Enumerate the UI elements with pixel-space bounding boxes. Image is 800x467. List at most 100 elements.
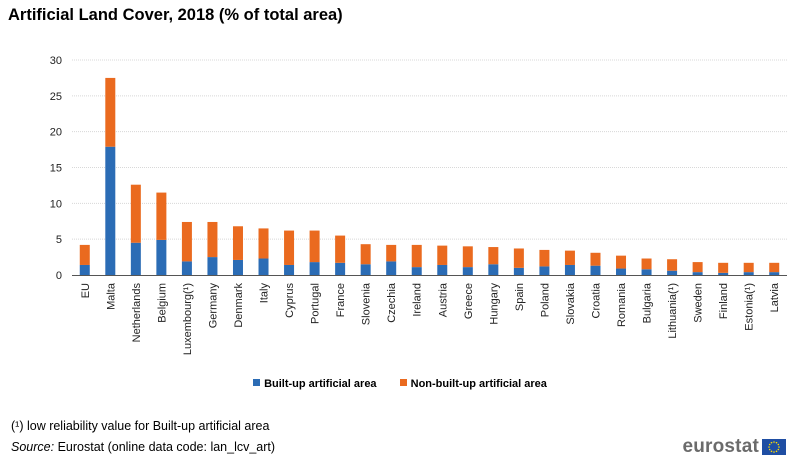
x-tick-label: Italy bbox=[259, 283, 271, 304]
legend-swatch-built-up bbox=[253, 379, 261, 386]
x-tick-label: Ireland bbox=[412, 283, 424, 317]
bar-built-up bbox=[309, 262, 320, 275]
bar-non-built-up bbox=[590, 252, 601, 266]
bar-built-up bbox=[437, 264, 448, 275]
bar-non-built-up bbox=[284, 230, 295, 265]
bar-non-built-up bbox=[360, 244, 371, 265]
legend-label-built-up: Built-up artificial area bbox=[264, 378, 377, 390]
x-tick-label: Spain bbox=[514, 283, 526, 311]
bar-non-built-up bbox=[769, 262, 780, 273]
x-tick-label: Netherlands bbox=[131, 283, 143, 343]
x-tick-label: Lithuania(¹) bbox=[667, 283, 679, 339]
bar-non-built-up bbox=[437, 245, 448, 265]
x-tick-label: Malta bbox=[105, 282, 117, 310]
bar-built-up bbox=[258, 258, 269, 275]
x-tick-label: Latvia bbox=[769, 282, 781, 312]
x-axis-labels: EU Malta Netherlands Belgium Luxembourg(¹) Ge… bbox=[80, 282, 781, 355]
bar-built-up bbox=[641, 269, 652, 275]
bar-non-built-up bbox=[130, 184, 141, 243]
x-tick-label: Bulgaria bbox=[642, 282, 654, 323]
x-tick-label: Belgium bbox=[156, 283, 168, 323]
bar-non-built-up bbox=[564, 250, 575, 265]
bar-non-built-up bbox=[105, 77, 116, 147]
x-tick-label: France bbox=[335, 283, 347, 317]
bar-built-up bbox=[769, 272, 780, 275]
y-tick-label: 15 bbox=[50, 163, 62, 175]
bar-non-built-up bbox=[411, 244, 422, 268]
x-tick-label: Slovenia bbox=[361, 282, 373, 325]
bar-built-up bbox=[181, 261, 192, 275]
bar-non-built-up bbox=[692, 262, 703, 273]
x-tick-label: Slovakia bbox=[565, 282, 577, 324]
x-tick-label: Finland bbox=[718, 283, 730, 319]
bar-non-built-up bbox=[335, 235, 346, 263]
x-tick-label: EU bbox=[80, 283, 92, 298]
bar-non-built-up bbox=[207, 221, 218, 258]
bar-non-built-up bbox=[156, 192, 167, 240]
source-text: Eurostat (online data code: lan_lcv_art) bbox=[54, 440, 276, 454]
bar-non-built-up bbox=[641, 258, 652, 270]
bar-non-built-up bbox=[539, 249, 550, 267]
bar-built-up bbox=[488, 264, 499, 275]
y-tick-label: 25 bbox=[50, 91, 62, 103]
bar-built-up bbox=[207, 257, 218, 275]
source-label: Source: bbox=[11, 440, 55, 454]
x-tick-label: Luxembourg(¹) bbox=[182, 283, 194, 355]
bars bbox=[79, 77, 780, 275]
bar-non-built-up bbox=[667, 259, 678, 271]
y-tick-label: 10 bbox=[50, 198, 62, 210]
bar-non-built-up bbox=[462, 246, 473, 268]
bar-built-up bbox=[411, 267, 422, 275]
bar-built-up bbox=[335, 262, 346, 275]
bar-non-built-up bbox=[386, 244, 397, 262]
bar-built-up bbox=[564, 264, 575, 275]
bar-non-built-up bbox=[513, 248, 524, 268]
eu-flag-icon bbox=[762, 439, 786, 455]
x-tick-label: Germany bbox=[207, 283, 219, 329]
legend: Built-up artificial area Non-built-up ar… bbox=[0, 378, 800, 390]
bar-non-built-up bbox=[232, 226, 243, 260]
bar-non-built-up bbox=[488, 247, 499, 265]
bar-built-up bbox=[743, 272, 754, 275]
bar-non-built-up bbox=[309, 230, 320, 263]
x-tick-label: Portugal bbox=[310, 283, 322, 324]
gridlines bbox=[72, 59, 787, 240]
x-tick-label: Estonia(¹) bbox=[744, 283, 756, 331]
bar-built-up bbox=[105, 146, 116, 275]
eurostat-logo: eurostat bbox=[682, 436, 786, 458]
bar-non-built-up bbox=[718, 262, 729, 273]
y-tick-label: 20 bbox=[50, 127, 62, 139]
chart-plot: 0 5 10 15 20 25 30 EU Malta Netherlands Belgium Lu… bbox=[50, 55, 787, 355]
bar-built-up bbox=[462, 267, 473, 275]
bar-built-up bbox=[539, 266, 550, 275]
y-axis-ticks: 0 5 10 15 20 25 30 bbox=[50, 55, 62, 282]
bar-built-up bbox=[156, 239, 167, 275]
bar-built-up bbox=[284, 264, 295, 275]
legend-swatch-non-built-up bbox=[399, 379, 407, 386]
footnote: (¹) low reliability value for Built-up a… bbox=[11, 419, 270, 433]
x-tick-label: Sweden bbox=[693, 283, 705, 323]
bar-built-up bbox=[360, 264, 371, 275]
bar-non-built-up bbox=[258, 228, 269, 259]
bar-built-up bbox=[232, 259, 243, 275]
y-tick-label: 5 bbox=[56, 234, 62, 246]
bar-built-up bbox=[79, 264, 90, 275]
y-tick-label: 30 bbox=[50, 55, 62, 67]
source-note: Source: Eurostat (online data code: lan_… bbox=[11, 440, 275, 454]
bar-non-built-up bbox=[181, 221, 192, 262]
bar-built-up bbox=[667, 270, 678, 275]
bar-built-up bbox=[590, 265, 601, 275]
x-tick-label: Poland bbox=[539, 283, 551, 317]
logo-wordmark: eurostat bbox=[682, 436, 759, 457]
bar-built-up bbox=[513, 267, 524, 275]
legend-label-non-built-up: Non-built-up artificial area bbox=[410, 378, 547, 390]
bar-built-up bbox=[692, 272, 703, 275]
bar-built-up bbox=[616, 268, 627, 275]
x-tick-label: Czechia bbox=[386, 282, 398, 323]
bar-non-built-up bbox=[616, 255, 627, 269]
x-tick-label: Cyprus bbox=[284, 283, 296, 318]
x-tick-label: Austria bbox=[437, 282, 449, 317]
x-tick-label: Croatia bbox=[590, 282, 602, 318]
legend-item-built-up: Built-up artificial area bbox=[253, 378, 377, 390]
x-tick-label: Romania bbox=[616, 282, 628, 327]
